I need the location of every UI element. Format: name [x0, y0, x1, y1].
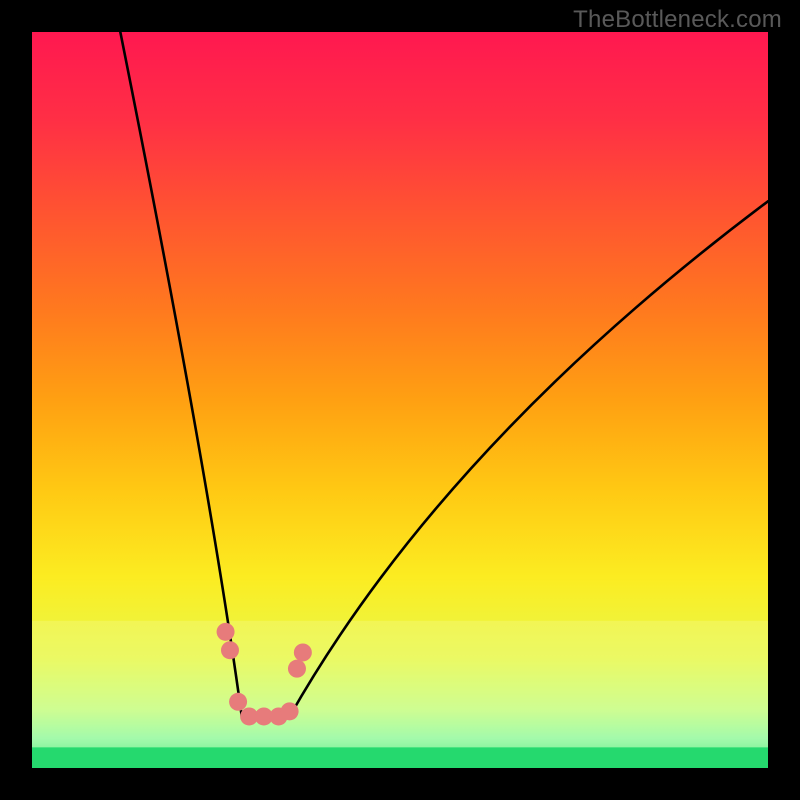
marker-dot: [294, 643, 312, 661]
highlight-band: [32, 621, 768, 748]
marker-dot: [229, 693, 247, 711]
green-bottom-band: [32, 747, 768, 768]
marker-dot: [217, 623, 235, 641]
marker-dot: [281, 702, 299, 720]
chart-container: TheBottleneck.com: [0, 0, 800, 800]
watermark-text: TheBottleneck.com: [573, 6, 782, 34]
marker-dot: [288, 660, 306, 678]
chart-svg: [0, 0, 800, 800]
marker-dot: [221, 641, 239, 659]
